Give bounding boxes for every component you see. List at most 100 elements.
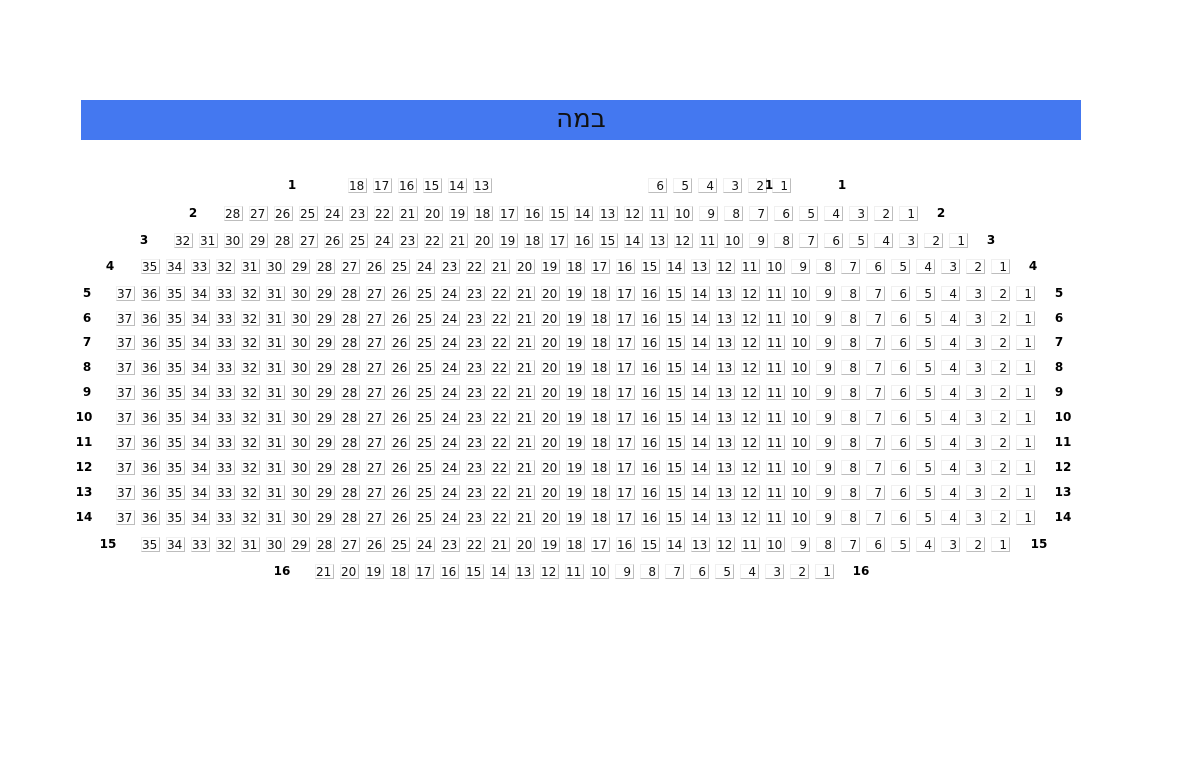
seat[interactable]: 12 <box>540 564 559 579</box>
seat[interactable]: 36 <box>141 311 160 326</box>
seat[interactable]: 34 <box>191 460 210 475</box>
seat[interactable]: 15 <box>666 335 685 350</box>
seat[interactable]: 25 <box>416 335 435 350</box>
seat[interactable]: 24 <box>441 311 460 326</box>
seat[interactable]: 33 <box>191 537 210 552</box>
seat[interactable]: 11 <box>766 311 785 326</box>
seat[interactable]: 17 <box>616 385 635 400</box>
seat[interactable]: 33 <box>216 460 235 475</box>
seat[interactable]: 30 <box>266 259 285 274</box>
seat[interactable]: 31 <box>241 259 260 274</box>
seat[interactable]: 36 <box>141 485 160 500</box>
seat[interactable]: 1 <box>899 206 918 221</box>
seat[interactable]: 18 <box>591 335 610 350</box>
seat[interactable]: 25 <box>416 410 435 425</box>
seat[interactable]: 8 <box>640 564 659 579</box>
seat[interactable]: 30 <box>224 233 243 248</box>
seat[interactable]: 37 <box>116 360 135 375</box>
seat[interactable]: 21 <box>516 385 535 400</box>
seat[interactable]: 20 <box>541 410 560 425</box>
seat[interactable]: 12 <box>716 537 735 552</box>
seat[interactable]: 4 <box>941 360 960 375</box>
seat[interactable]: 17 <box>616 410 635 425</box>
seat[interactable]: 1 <box>815 564 834 579</box>
seat[interactable]: 10 <box>791 311 810 326</box>
seat[interactable]: 9 <box>615 564 634 579</box>
seat[interactable]: 18 <box>591 410 610 425</box>
seat[interactable]: 9 <box>816 311 835 326</box>
seat[interactable]: 2 <box>991 510 1010 525</box>
seat[interactable]: 13 <box>599 206 618 221</box>
seat[interactable]: 12 <box>716 259 735 274</box>
seat[interactable]: 19 <box>566 510 585 525</box>
seat[interactable]: 9 <box>816 460 835 475</box>
seat[interactable]: 37 <box>116 435 135 450</box>
seat[interactable]: 21 <box>491 537 510 552</box>
seat[interactable]: 3 <box>966 410 985 425</box>
seat[interactable]: 7 <box>866 485 885 500</box>
seat[interactable]: 37 <box>116 460 135 475</box>
seat[interactable]: 14 <box>691 460 710 475</box>
seat[interactable]: 5 <box>916 286 935 301</box>
seat[interactable]: 26 <box>391 410 410 425</box>
seat[interactable]: 26 <box>324 233 343 248</box>
seat[interactable]: 37 <box>116 335 135 350</box>
seat[interactable]: 8 <box>724 206 743 221</box>
seat[interactable]: 22 <box>491 360 510 375</box>
seat[interactable]: 26 <box>391 335 410 350</box>
seat[interactable]: 36 <box>141 410 160 425</box>
seat[interactable]: 9 <box>791 259 810 274</box>
seat[interactable]: 15 <box>465 564 484 579</box>
seat[interactable]: 28 <box>274 233 293 248</box>
seat[interactable]: 25 <box>416 510 435 525</box>
seat[interactable]: 5 <box>849 233 868 248</box>
seat[interactable]: 9 <box>816 435 835 450</box>
seat[interactable]: 5 <box>916 485 935 500</box>
seat[interactable]: 32 <box>241 385 260 400</box>
seat[interactable]: 13 <box>515 564 534 579</box>
seat[interactable]: 21 <box>516 311 535 326</box>
seat[interactable]: 23 <box>466 385 485 400</box>
seat[interactable]: 31 <box>266 335 285 350</box>
seat[interactable]: 35 <box>166 435 185 450</box>
seat[interactable]: 31 <box>266 360 285 375</box>
seat[interactable]: 28 <box>341 485 360 500</box>
seat[interactable]: 20 <box>516 537 535 552</box>
seat[interactable]: 14 <box>691 435 710 450</box>
seat[interactable]: 37 <box>116 286 135 301</box>
seat[interactable]: 36 <box>141 335 160 350</box>
seat[interactable]: 10 <box>791 510 810 525</box>
seat[interactable]: 10 <box>791 435 810 450</box>
seat[interactable]: 9 <box>816 286 835 301</box>
seat[interactable]: 21 <box>449 233 468 248</box>
seat[interactable]: 28 <box>341 385 360 400</box>
seat[interactable]: 34 <box>191 311 210 326</box>
seat[interactable]: 33 <box>216 510 235 525</box>
seat[interactable]: 1 <box>991 259 1010 274</box>
seat[interactable]: 29 <box>316 460 335 475</box>
seat[interactable]: 28 <box>341 335 360 350</box>
seat[interactable]: 12 <box>741 485 760 500</box>
seat[interactable]: 18 <box>591 435 610 450</box>
seat[interactable]: 6 <box>648 178 667 193</box>
seat[interactable]: 30 <box>266 537 285 552</box>
seat[interactable]: 22 <box>491 335 510 350</box>
seat[interactable]: 34 <box>191 360 210 375</box>
seat[interactable]: 19 <box>449 206 468 221</box>
seat[interactable]: 16 <box>641 385 660 400</box>
seat[interactable]: 35 <box>166 335 185 350</box>
seat[interactable]: 5 <box>916 360 935 375</box>
seat[interactable]: 21 <box>516 485 535 500</box>
seat[interactable]: 27 <box>366 286 385 301</box>
seat[interactable]: 33 <box>216 385 235 400</box>
seat[interactable]: 11 <box>649 206 668 221</box>
seat[interactable]: 34 <box>166 259 185 274</box>
seat[interactable]: 9 <box>816 510 835 525</box>
seat[interactable]: 20 <box>541 385 560 400</box>
seat[interactable]: 1 <box>991 537 1010 552</box>
seat[interactable]: 10 <box>766 259 785 274</box>
seat[interactable]: 5 <box>891 259 910 274</box>
seat[interactable]: 19 <box>566 435 585 450</box>
seat[interactable]: 20 <box>424 206 443 221</box>
seat[interactable]: 17 <box>616 485 635 500</box>
